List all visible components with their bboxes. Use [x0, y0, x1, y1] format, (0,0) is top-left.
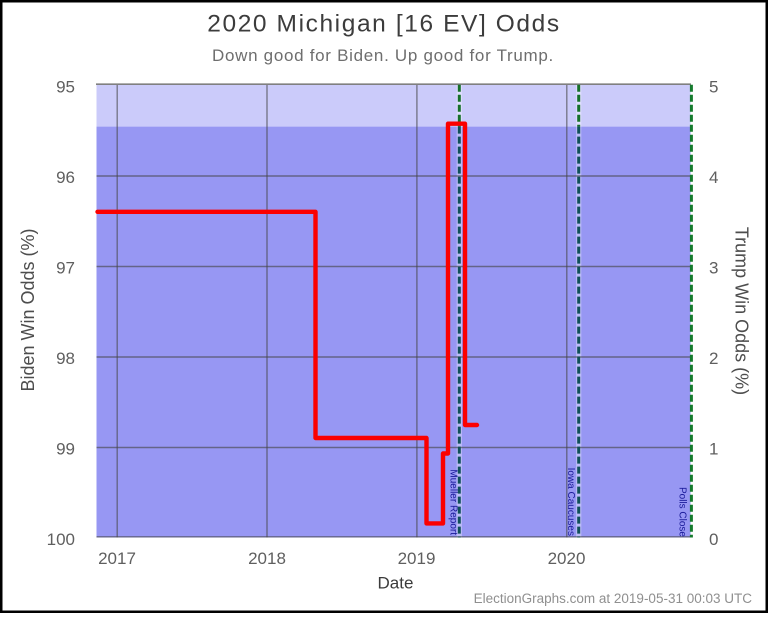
- svg-text:Biden Win Odds (%): Biden Win Odds (%): [18, 228, 38, 391]
- svg-text:Date: Date: [378, 574, 414, 593]
- svg-text:98: 98: [56, 349, 75, 368]
- svg-text:ElectionGraphs.com at 2019-05-: ElectionGraphs.com at 2019-05-31 00:03 U…: [474, 591, 753, 606]
- svg-text:Iowa Caucuses: Iowa Caucuses: [565, 468, 576, 536]
- svg-text:2: 2: [709, 349, 718, 368]
- svg-text:2019: 2019: [398, 549, 436, 568]
- svg-text:5: 5: [709, 78, 718, 97]
- svg-text:100: 100: [47, 530, 75, 549]
- svg-text:2017: 2017: [98, 549, 136, 568]
- svg-text:97: 97: [56, 259, 75, 278]
- svg-text:2020 Michigan [16 EV] Odds: 2020 Michigan [16 EV] Odds: [207, 11, 560, 38]
- svg-text:Mueller Report: Mueller Report: [447, 469, 458, 535]
- svg-text:4: 4: [709, 168, 718, 187]
- svg-text:3: 3: [709, 259, 718, 278]
- svg-text:2020: 2020: [548, 549, 586, 568]
- svg-text:95: 95: [56, 78, 75, 97]
- svg-text:Polls Close: Polls Close: [677, 487, 688, 537]
- svg-text:0: 0: [709, 530, 718, 549]
- svg-text:Down good for Biden. Up good f: Down good for Biden. Up good for Trump.: [212, 46, 554, 65]
- svg-text:Trump Win Odds (%): Trump Win Odds (%): [731, 227, 751, 395]
- svg-text:96: 96: [56, 168, 75, 187]
- svg-text:99: 99: [56, 440, 75, 459]
- svg-text:1: 1: [709, 440, 718, 459]
- svg-text:2018: 2018: [248, 549, 286, 568]
